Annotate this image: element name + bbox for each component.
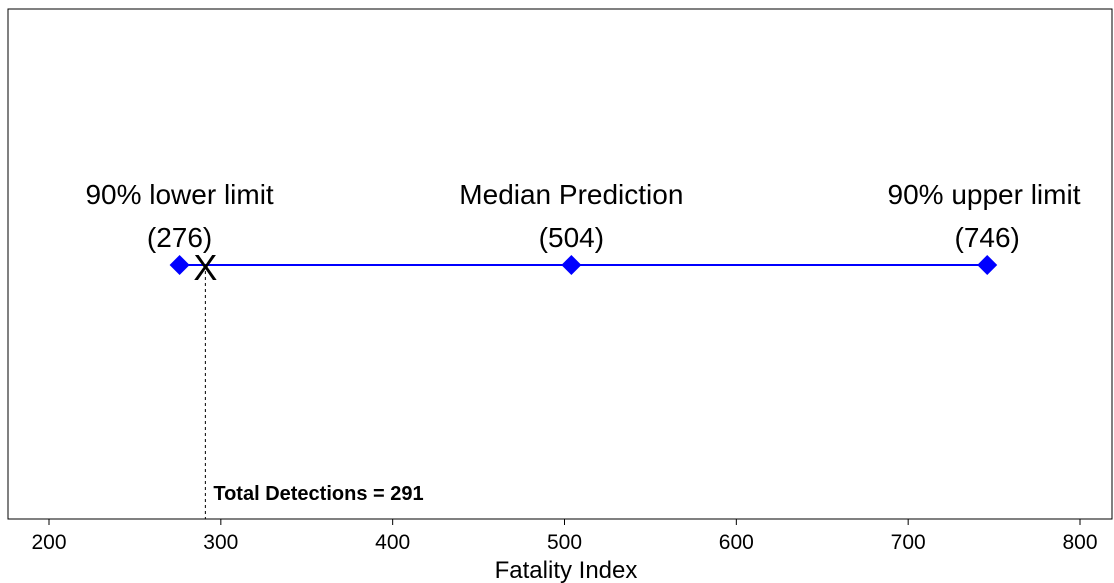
x-tick-label: 700 (891, 531, 926, 554)
x-tick-label: 600 (719, 531, 754, 554)
x-tick-label: 400 (375, 531, 410, 554)
diamond-marker-lower-limit (169, 255, 190, 275)
point-value-lower-limit: (276) (147, 222, 212, 253)
x-tick-label: 500 (547, 531, 582, 554)
point-label-upper-limit: 90% upper limit (888, 179, 1081, 210)
point-value-median: (504) (539, 222, 604, 253)
diamond-marker-median (561, 255, 582, 275)
prediction-labels: 90% lower limit (276) Median Prediction (50… (85, 179, 1080, 253)
x-tick-label: 300 (203, 531, 238, 554)
diamond-marker-upper-limit (977, 255, 998, 275)
total-detections-label: Total Detections = 291 (213, 483, 423, 505)
x-tick-label: 200 (31, 531, 66, 554)
point-label-lower-limit: 90% lower limit (85, 179, 273, 210)
x-tick-label: 800 (1062, 531, 1097, 554)
x-axis-ticks: 200 300 400 500 600 700 800 (31, 519, 1098, 554)
point-label-median: Median Prediction (459, 179, 683, 210)
plot-frame (7, 8, 1113, 520)
detections-x-marker: X (193, 247, 217, 288)
point-value-upper-limit: (746) (955, 222, 1020, 253)
x-axis-title: Fatality Index (495, 557, 638, 583)
prediction-markers (169, 255, 998, 275)
